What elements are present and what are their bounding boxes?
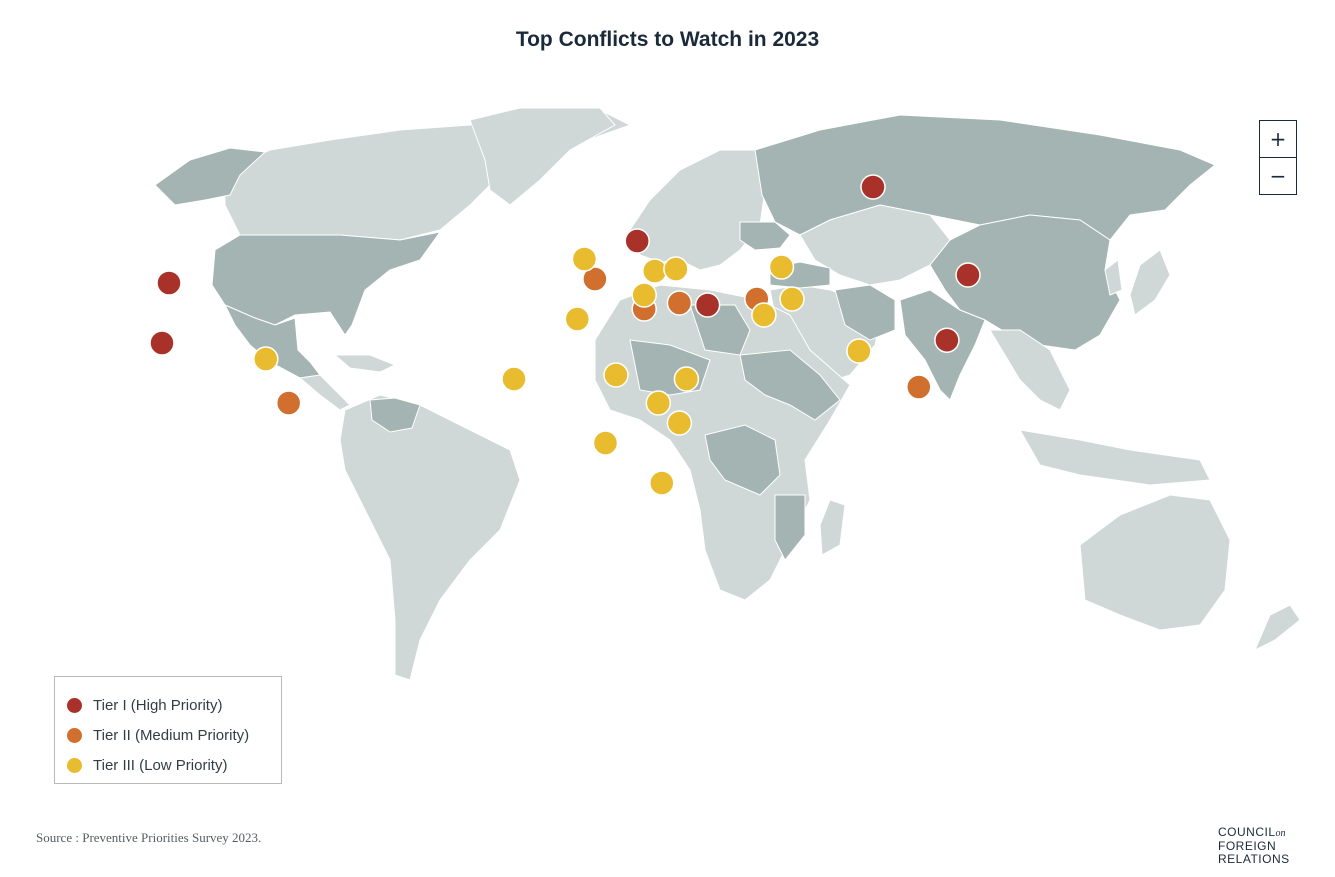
conflict-marker-tier3-30[interactable]: [649, 470, 675, 496]
conflict-marker-tier3-21[interactable]: [751, 302, 777, 328]
south-america[interactable]: [339, 394, 521, 681]
conflict-marker-tier3-17[interactable]: [663, 256, 689, 282]
conflict-marker-tier3-24[interactable]: [501, 366, 527, 392]
iran[interactable]: [834, 284, 896, 341]
land-layer: [154, 107, 1301, 681]
central-america[interactable]: [298, 374, 351, 411]
conflict-marker-tier1-3[interactable]: [624, 228, 650, 254]
conflict-marker-tier1-4[interactable]: [860, 174, 886, 200]
australia[interactable]: [1079, 494, 1231, 631]
conflict-marker-tier3-28[interactable]: [666, 410, 693, 436]
zoom-out-button[interactable]: −: [1260, 157, 1296, 194]
logo-line1: COUNCIL: [1218, 825, 1276, 839]
mexico[interactable]: [223, 303, 321, 379]
mozambique[interactable]: [774, 494, 806, 561]
new-zealand[interactable]: [1254, 604, 1301, 652]
conflict-marker-tier3-19[interactable]: [768, 254, 795, 280]
tier3-swatch-icon: [67, 757, 82, 773]
conflict-marker-tier1-7[interactable]: [694, 292, 721, 318]
conflict-marker-tier1-6[interactable]: [934, 327, 960, 353]
conflict-markers: [149, 174, 981, 496]
cfr-logo[interactable]: COUNCILon FOREIGN RELATIONS: [1218, 826, 1308, 866]
conflict-marker-tier3-23[interactable]: [564, 306, 591, 332]
conflict-marker-tier3-14[interactable]: [253, 346, 279, 372]
russia[interactable]: [754, 114, 1216, 241]
conflict-marker-tier3-25[interactable]: [603, 362, 629, 388]
korea[interactable]: [1104, 259, 1123, 296]
venezuela[interactable]: [369, 397, 421, 433]
alaska[interactable]: [154, 147, 267, 206]
legend-label: Tier II (Medium Priority): [93, 726, 250, 744]
conflict-marker-tier2-8[interactable]: [275, 390, 302, 416]
zoom-in-button[interactable]: +: [1269, 127, 1287, 151]
zoom-control: + −: [1259, 120, 1297, 195]
caribbean[interactable]: [333, 354, 397, 373]
conflict-marker-tier2-9[interactable]: [582, 266, 608, 292]
logo-on: on: [1275, 828, 1286, 839]
southeast-asia[interactable]: [989, 329, 1071, 411]
tier1-swatch-icon: [67, 697, 82, 713]
logo-line3: RELATIONS: [1218, 852, 1290, 866]
tier2-swatch-icon: [67, 727, 82, 743]
indonesia[interactable]: [1019, 429, 1211, 486]
libya[interactable]: [689, 304, 751, 356]
conflict-marker-tier3-20[interactable]: [779, 286, 805, 312]
logo-line2: FOREIGN: [1218, 839, 1277, 853]
legend-label: Tier III (Low Priority): [93, 756, 228, 774]
europe[interactable]: [629, 149, 766, 271]
map-title: Top Conflicts to Watch in 2023: [515, 28, 820, 51]
conflict-marker-tier2-11[interactable]: [666, 290, 693, 316]
greenland[interactable]: [469, 107, 616, 206]
conflict-marker-tier3-26[interactable]: [673, 366, 700, 392]
sudan-ethiopia[interactable]: [739, 349, 841, 421]
conflict-marker-tier1-2[interactable]: [149, 330, 175, 356]
legend-item-tier2: Tier II (Medium Priority): [55, 720, 281, 750]
conflict-marker-tier3-18[interactable]: [631, 282, 657, 308]
united-states[interactable]: [211, 231, 442, 336]
legend-item-tier1: Tier I (High Priority): [55, 690, 281, 720]
legend-label: Tier I (High Priority): [93, 696, 223, 714]
conflict-marker-tier2-13[interactable]: [906, 374, 932, 400]
legend-item-tier3: Tier III (Low Priority): [55, 750, 281, 780]
conflict-marker-tier3-22[interactable]: [846, 338, 872, 364]
drc[interactable]: [704, 424, 781, 496]
legend: Tier I (High Priority) Tier II (Medium P…: [54, 676, 282, 784]
conflict-marker-tier3-27[interactable]: [645, 390, 672, 416]
conflict-marker-tier1-5[interactable]: [955, 262, 981, 288]
conflict-marker-tier1-1[interactable]: [156, 270, 182, 296]
japan[interactable]: [1129, 249, 1171, 316]
source-note: Source : Preventive Priorities Survey 20…: [36, 830, 262, 845]
conflict-marker-tier3-15[interactable]: [571, 246, 598, 272]
conflict-marker-tier3-29[interactable]: [592, 430, 619, 456]
madagascar[interactable]: [819, 499, 846, 556]
conflict-marker-tier3-16[interactable]: [642, 258, 668, 284]
